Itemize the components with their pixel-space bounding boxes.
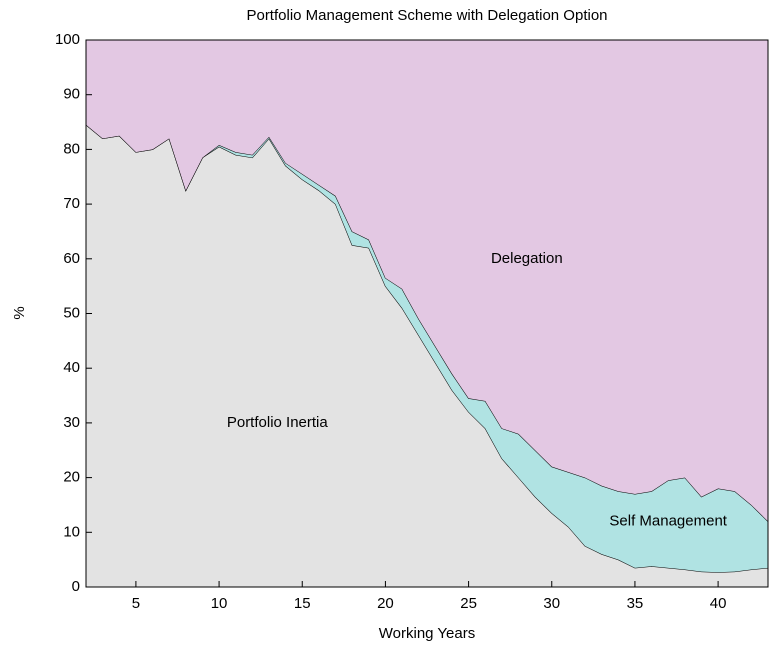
area (86, 124, 768, 573)
y-tick-label: 0 (72, 578, 80, 595)
y-tick-label: 100 (55, 31, 80, 48)
y-tick-label: 20 (63, 469, 80, 486)
area-label: Portfolio Inertia (227, 414, 329, 431)
chart-title: Portfolio Management Scheme with Delegat… (246, 7, 607, 24)
area-label: Self Management (609, 512, 727, 529)
area-label: Delegation (491, 250, 563, 267)
x-tick-label: 25 (460, 595, 477, 612)
x-tick-label: 40 (710, 595, 727, 612)
y-tick-label: 10 (63, 523, 80, 540)
y-axis-label: % (11, 306, 28, 319)
y-tick-label: 80 (63, 140, 80, 157)
y-tick-label: 70 (63, 195, 80, 212)
x-tick-label: 30 (543, 595, 560, 612)
y-tick-label: 90 (63, 86, 80, 103)
y-tick-label: 60 (63, 250, 80, 267)
y-tick-label: 50 (63, 304, 80, 321)
x-tick-label: 20 (377, 595, 394, 612)
y-tick-label: 30 (63, 414, 80, 431)
y-tick-label: 40 (63, 359, 80, 376)
x-axis-label: Working Years (379, 625, 475, 642)
x-tick-label: 5 (132, 595, 140, 612)
x-tick-label: 15 (294, 595, 311, 612)
area (86, 40, 768, 522)
x-tick-label: 35 (627, 595, 644, 612)
x-tick-label: 10 (211, 595, 228, 612)
area (86, 124, 768, 587)
